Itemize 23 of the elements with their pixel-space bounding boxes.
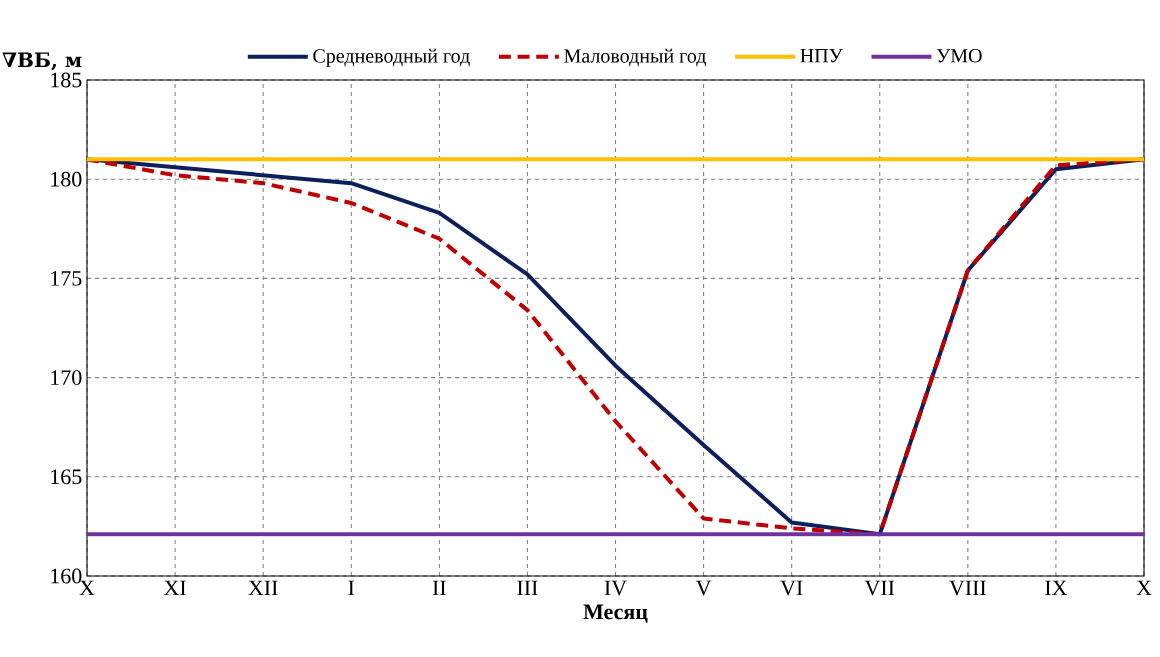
legend-label: Маловодный год bbox=[564, 48, 706, 67]
y-axis-title: ∇ВБ, м bbox=[2, 52, 82, 71]
x-tick-label: VII bbox=[864, 580, 895, 596]
x-tick-label: VIII bbox=[949, 580, 986, 596]
x-tick-label: I bbox=[348, 580, 355, 596]
x-tick-label: VI bbox=[780, 580, 803, 596]
x-tick-label: III bbox=[517, 580, 538, 596]
legend-label: НПУ bbox=[800, 49, 843, 63]
legend-label: Средневодный год bbox=[313, 48, 470, 67]
x-tick-label: IV bbox=[604, 580, 627, 596]
y-tick-label: 165 bbox=[51, 469, 82, 485]
y-tick-label: 180 bbox=[51, 171, 82, 187]
x-tick-label: IX bbox=[1045, 580, 1068, 596]
x-axis-title: Месяц bbox=[583, 604, 648, 623]
x-tick-label: XII bbox=[248, 580, 278, 596]
x-tick-label: II bbox=[432, 580, 446, 596]
x-tick-label: XI bbox=[163, 580, 186, 596]
legend-label: УМО bbox=[936, 49, 982, 63]
y-tick-label: 170 bbox=[51, 370, 82, 386]
x-tick-label: X bbox=[1136, 580, 1152, 596]
x-tick-label: V bbox=[695, 580, 712, 596]
y-tick-label: 185 bbox=[51, 72, 82, 88]
y-tick-label: 175 bbox=[51, 271, 82, 286]
